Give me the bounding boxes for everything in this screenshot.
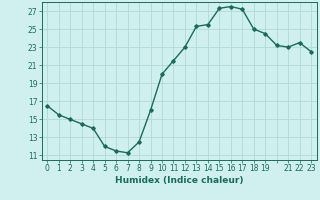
X-axis label: Humidex (Indice chaleur): Humidex (Indice chaleur)	[115, 176, 244, 185]
